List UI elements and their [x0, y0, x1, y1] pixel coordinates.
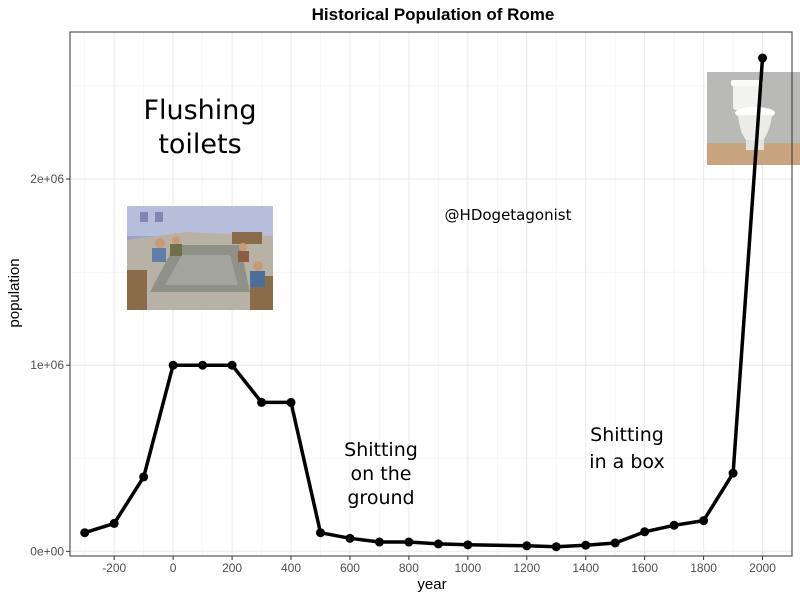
y-axis-title: population	[6, 258, 23, 327]
x-tick-label: 2000	[749, 561, 776, 575]
x-tick-label: 1600	[631, 561, 658, 575]
x-axis: -200 0 200 400 600 800 1000 1200 1400 1600 1800 200…	[102, 556, 776, 575]
data-point	[551, 542, 561, 552]
annotation-ground-line1: Shitting	[344, 439, 418, 461]
y-tick-label: 0e+00	[30, 544, 64, 558]
data-point	[257, 397, 267, 407]
data-point	[640, 527, 650, 537]
x-tick-label: 200	[222, 561, 242, 575]
data-point	[669, 520, 679, 530]
chart-title: Historical Population of Rome	[312, 5, 555, 24]
data-point	[345, 533, 355, 543]
x-tick-label: 0	[170, 561, 177, 575]
data-point	[699, 516, 709, 526]
data-point	[374, 537, 384, 547]
data-point	[198, 360, 208, 370]
y-tick-label: 1e+06	[30, 358, 64, 372]
data-point	[404, 537, 414, 547]
panel-border	[69, 31, 793, 557]
data-point	[758, 53, 768, 63]
x-tick-label: 1200	[513, 561, 540, 575]
x-tick-label: 1800	[690, 561, 717, 575]
data-point	[80, 528, 90, 538]
data-point	[227, 360, 237, 370]
series-points	[80, 53, 768, 552]
x-tick-label: -200	[102, 561, 126, 575]
annotation-ground-line2: on the	[351, 463, 412, 485]
annotation-flushing-line1: Flushing	[143, 95, 256, 126]
annotation-handle: @HDogetagonist	[445, 206, 572, 224]
grid-major	[70, 32, 792, 556]
data-point	[286, 397, 296, 407]
y-tick-label: 2e+06	[30, 172, 64, 186]
data-point	[610, 538, 620, 548]
modern-toilet-image	[707, 72, 800, 165]
data-point	[315, 528, 325, 538]
data-point	[463, 540, 473, 550]
annotation-box-line2: in a box	[589, 451, 664, 473]
x-axis-title: year	[417, 576, 446, 593]
annotation-box-line1: Shitting	[590, 424, 664, 446]
data-point	[522, 541, 532, 551]
data-point	[139, 472, 149, 482]
x-tick-label: 400	[281, 561, 301, 575]
grid-minor	[70, 32, 792, 556]
data-point	[433, 539, 443, 549]
annotation-ground-line3: ground	[347, 487, 414, 509]
data-point	[109, 518, 119, 528]
x-tick-label: 1400	[572, 561, 599, 575]
roman-latrine-image	[127, 206, 273, 310]
data-point	[581, 540, 591, 550]
y-axis: 0e+00 1e+06 2e+06	[30, 172, 70, 558]
x-tick-label: 1000	[454, 561, 481, 575]
data-point	[728, 468, 738, 478]
x-tick-label: 800	[399, 561, 419, 575]
annotation-flushing-line2: toilets	[158, 129, 241, 160]
data-point	[168, 360, 178, 370]
x-tick-label: 600	[340, 561, 360, 575]
